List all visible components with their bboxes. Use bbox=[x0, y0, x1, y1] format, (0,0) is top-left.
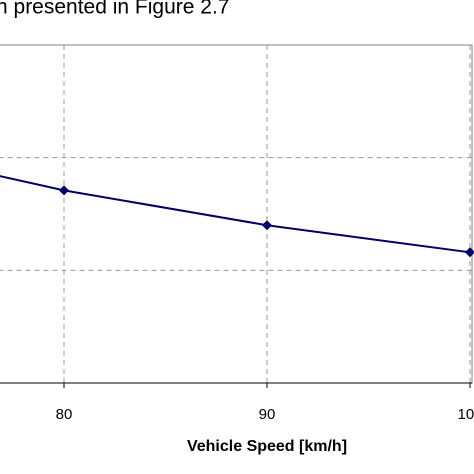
data-line bbox=[0, 175, 471, 254]
data-point bbox=[59, 185, 69, 196]
x-axis-label: Vehicle Speed [km/h] bbox=[187, 438, 347, 455]
plot-frame bbox=[0, 44, 473, 384]
data-point bbox=[262, 220, 272, 231]
x-tick-label: 80 bbox=[56, 406, 73, 423]
x-tick-label: 90 bbox=[259, 406, 276, 423]
data-point bbox=[465, 247, 474, 258]
x-tick-label: 100 bbox=[457, 406, 474, 423]
chart-title: n presented in Figure 2.7 bbox=[0, 0, 229, 19]
